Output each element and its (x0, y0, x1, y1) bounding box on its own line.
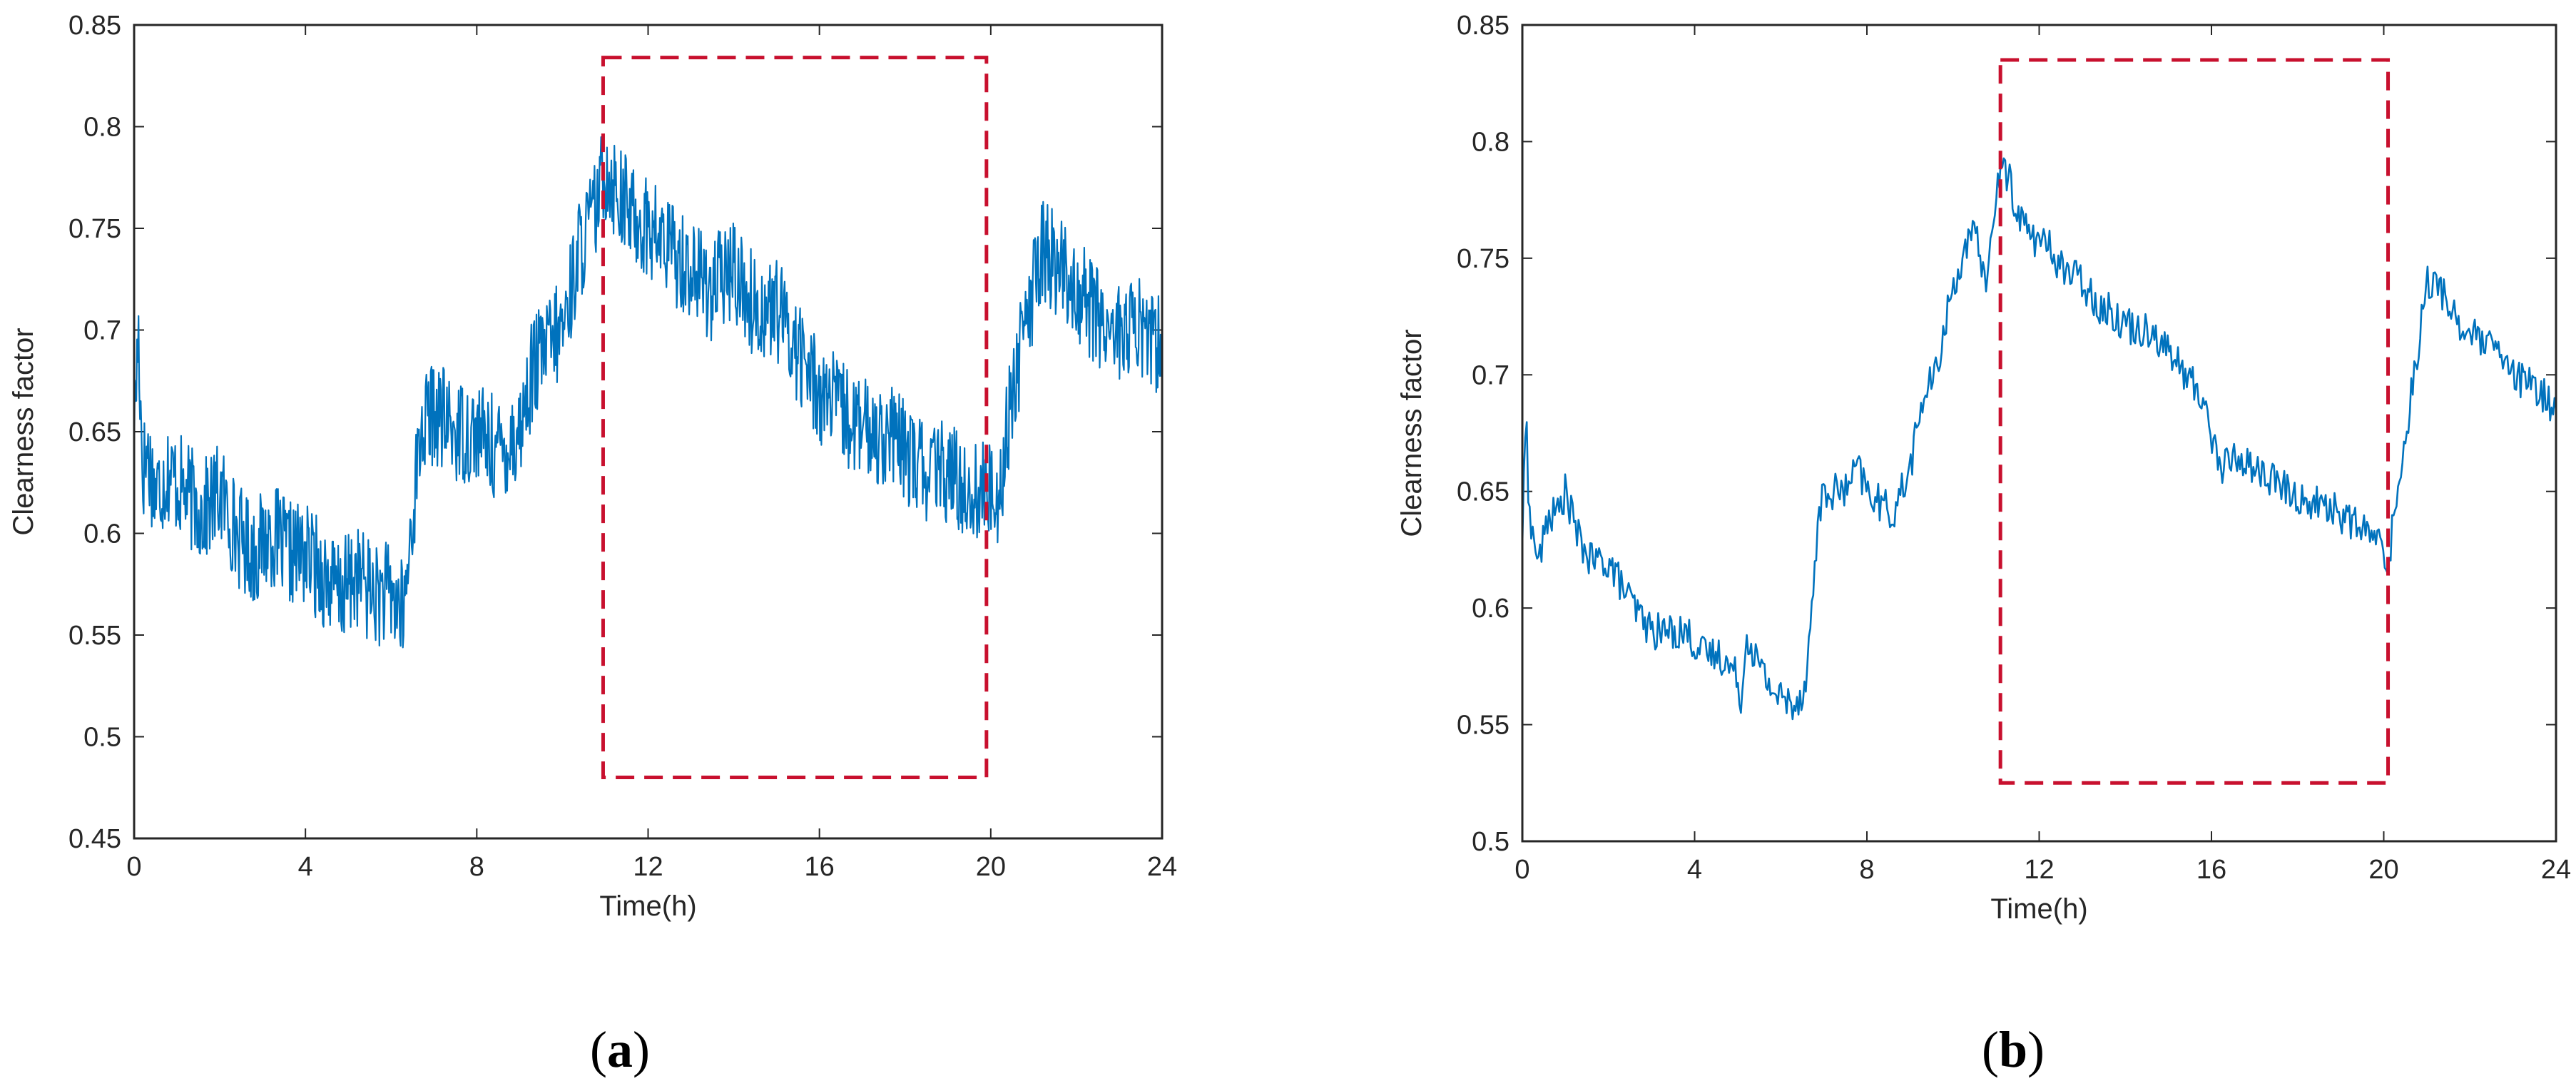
y-tick-labels-b: 0.5 0.55 0.6 0.65 0.7 0.75 0.8 0.85 (1457, 11, 1510, 857)
y-tick-label-b: 0.6 (1472, 594, 1510, 624)
y-tick-label-a: 0.8 (83, 113, 121, 143)
axis-ticks-a (133, 24, 1163, 839)
x-tick-label-a: 16 (805, 852, 835, 882)
y-tick-label-b: 0.7 (1472, 360, 1510, 390)
panel-label-b-letter: b (1999, 1021, 2027, 1078)
axes-box-b (1521, 24, 2557, 843)
panel-label-a-letter: a (607, 1021, 633, 1078)
x-tick-label-b: 12 (2024, 855, 2054, 885)
x-tick-label-b: 20 (2368, 855, 2398, 885)
axis-ticks-b (1522, 24, 2557, 842)
chart-panel-a: 0.45 0.5 0.55 0.6 0.65 0.7 0.75 0.8 0.85 0 4 8 12 16… (8, 11, 1177, 922)
panel-label-b-open: ( (1982, 1021, 1999, 1078)
panel-label-a-close: ) (633, 1021, 650, 1078)
y-tick-labels-a: 0.45 0.5 0.55 0.6 0.65 0.7 0.75 0.8 0.85 (68, 11, 121, 854)
y-tick-label-a: 0.7 (83, 316, 121, 346)
x-tick-label-b: 24 (2541, 855, 2571, 885)
y-tick-label-b: 0.55 (1457, 711, 1510, 741)
series-line-a (133, 136, 1164, 649)
y-tick-label-b: 0.75 (1457, 244, 1510, 274)
axes-box-a (133, 24, 1164, 840)
panel-label-b: (b) (1982, 1021, 2045, 1078)
x-tick-label-b: 16 (2196, 855, 2226, 885)
x-tick-label-b: 4 (1687, 855, 1702, 885)
panel-label-b-close: ) (2027, 1021, 2045, 1078)
highlight-group-a (601, 56, 989, 780)
y-tick-label-b: 0.85 (1457, 11, 1510, 41)
y-tick-label-b: 0.8 (1472, 127, 1510, 157)
x-tick-labels-a: 0 4 8 12 16 20 24 (126, 852, 1177, 882)
x-tick-labels-b: 0 4 8 12 16 20 24 (1514, 855, 2571, 885)
series-group-b (1521, 157, 2557, 721)
x-tick-label-b: 8 (1859, 855, 1874, 885)
y-tick-label-a: 0.75 (68, 214, 121, 244)
y-axis-label-b: Clearness factor (1396, 329, 1427, 537)
y-tick-label-a: 0.65 (68, 417, 121, 447)
series-line-b (1521, 157, 2557, 721)
y-tick-label-b: 0.65 (1457, 477, 1510, 507)
y-axis-label-a: Clearness factor (8, 328, 39, 535)
panel-label-a-open: ( (590, 1021, 607, 1078)
x-tick-label-b: 0 (1514, 855, 1529, 885)
y-tick-label-a: 0.45 (68, 824, 121, 854)
x-tick-label-a: 0 (126, 852, 141, 882)
panel-label-a: (a) (590, 1021, 650, 1078)
x-tick-label-a: 8 (469, 852, 484, 882)
y-tick-label-a: 0.85 (68, 11, 121, 41)
x-tick-label-a: 20 (976, 852, 1006, 882)
x-tick-label-a: 24 (1147, 852, 1177, 882)
y-tick-label-a: 0.5 (83, 723, 121, 753)
series-group-a (133, 136, 1164, 649)
x-axis-label-a: Time(h) (599, 890, 696, 922)
y-tick-label-a: 0.55 (68, 621, 121, 651)
chart-panel-b: 0.5 0.55 0.6 0.65 0.7 0.75 0.8 0.85 0 4 8 12 16 20 24… (1396, 11, 2571, 925)
x-tick-label-a: 4 (298, 852, 313, 882)
y-tick-label-b: 0.5 (1472, 827, 1510, 857)
x-tick-label-a: 12 (633, 852, 663, 882)
x-axis-label-b: Time(h) (1990, 893, 2087, 925)
highlight-box-b (1998, 58, 2391, 785)
highlight-group-b (1998, 58, 2391, 785)
highlight-box-a (601, 56, 989, 780)
y-tick-label-a: 0.6 (83, 519, 121, 549)
